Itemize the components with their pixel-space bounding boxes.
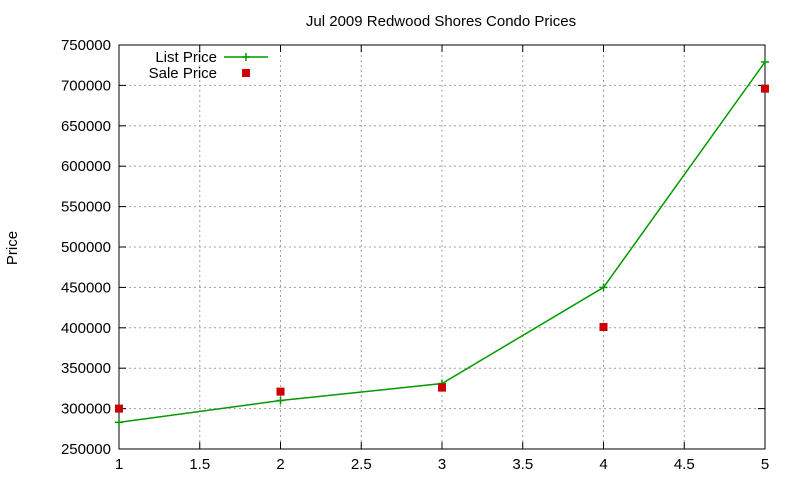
list-price-point <box>761 57 769 66</box>
y-tick-label: 500000 <box>61 239 111 256</box>
x-tick-label: 1 <box>115 456 123 473</box>
x-tick-label: 5 <box>761 456 769 473</box>
x-tick-label: 3.5 <box>512 456 533 473</box>
sale-price-point <box>438 383 446 392</box>
x-tick-label: 3 <box>438 456 446 473</box>
y-tick-label: 450000 <box>61 279 111 296</box>
y-tick-label: 700000 <box>61 77 111 94</box>
y-tick-label: 350000 <box>61 360 111 377</box>
y-tick-label: 300000 <box>61 401 111 418</box>
y-tick-label: 250000 <box>61 441 111 458</box>
legend-label-list-price: List Price <box>155 49 217 66</box>
legend-marker-sale-price <box>242 69 250 77</box>
y-tick-label: 400000 <box>61 320 111 337</box>
list-price-point <box>276 396 285 405</box>
x-tick-label: 1.5 <box>189 456 210 473</box>
x-tick-label: 4 <box>599 456 607 473</box>
legend-marker-list-price <box>242 53 250 61</box>
x-tick-label: 2.5 <box>351 456 372 473</box>
sale-price-point <box>115 404 123 413</box>
list-price-point <box>115 418 123 427</box>
y-tick-label: 600000 <box>61 158 111 175</box>
legend-label-sale-price: Sale Price <box>149 65 217 82</box>
sale-price-point <box>276 387 285 396</box>
series-layer <box>115 57 769 427</box>
sale-price-point <box>761 84 769 93</box>
x-tick-label: 4.5 <box>674 456 695 473</box>
x-tick-label: 2 <box>276 456 284 473</box>
chart-title: Jul 2009 Redwood Shores Condo Prices <box>306 13 576 30</box>
axis-ticks: 250000 300000 350000 400000 450000 500000 5500… <box>61 37 769 473</box>
y-tick-label: 750000 <box>61 37 111 54</box>
sale-price-point <box>599 322 608 331</box>
y-tick-label: 650000 <box>61 118 111 135</box>
y-axis-label: Price <box>4 231 21 265</box>
list-price-point <box>599 283 608 292</box>
y-tick-label: 550000 <box>61 199 111 216</box>
